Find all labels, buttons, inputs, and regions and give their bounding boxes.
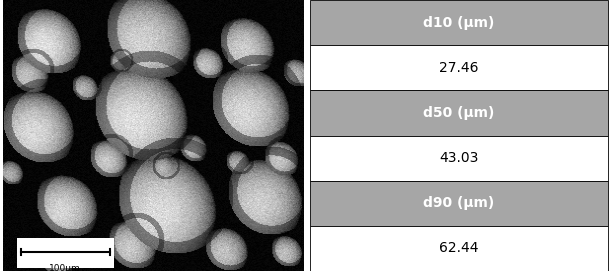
Text: d10 (μm): d10 (μm) bbox=[423, 16, 495, 30]
Bar bbox=[310, 136, 608, 181]
Bar bbox=[310, 90, 608, 136]
Text: d90 (μm): d90 (μm) bbox=[423, 196, 495, 210]
Bar bbox=[310, 0, 608, 45]
Text: 100μm: 100μm bbox=[49, 264, 81, 271]
Text: 62.44: 62.44 bbox=[439, 241, 479, 255]
Text: 27.46: 27.46 bbox=[439, 61, 479, 75]
Bar bbox=[310, 181, 608, 226]
Text: d50 (μm): d50 (μm) bbox=[423, 106, 495, 120]
Bar bbox=[17, 238, 114, 268]
Bar bbox=[310, 226, 608, 271]
Text: 43.03: 43.03 bbox=[439, 151, 479, 165]
Bar bbox=[310, 45, 608, 90]
